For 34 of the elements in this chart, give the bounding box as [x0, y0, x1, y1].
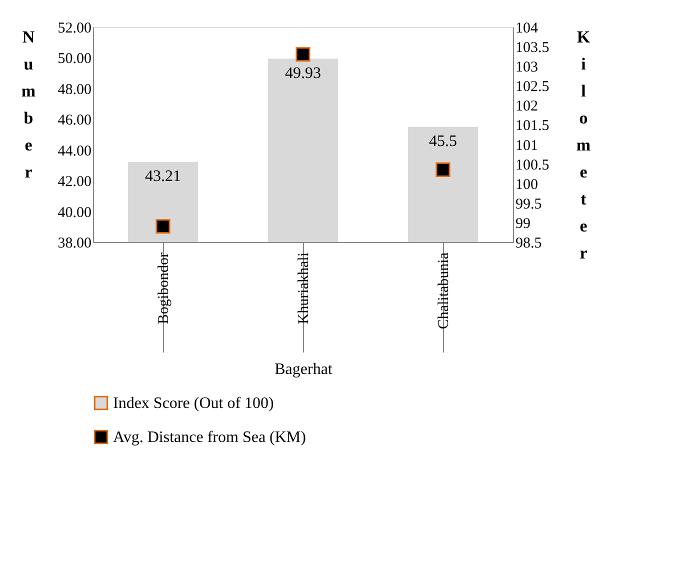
x-tick-label: Khuriakhali	[296, 252, 312, 324]
y2-tick-label: 99	[516, 216, 530, 232]
y-axis-title: Number	[21, 28, 36, 182]
x-axis-title: Bagerhat	[274, 361, 333, 378]
y2-tick-label: 101	[516, 138, 538, 154]
legend-label: Index Score (Out of 100)	[113, 395, 274, 412]
data-label: 49.93	[285, 64, 321, 82]
point	[296, 47, 310, 62]
y2-tick-label: 103.5	[516, 40, 550, 56]
y2-tick-label: 101.5	[516, 118, 550, 134]
x-tick-label: Bogibondor	[156, 252, 172, 324]
y2-tick-label: 100.5	[516, 157, 550, 174]
y2-tick-label: 98.5	[516, 236, 542, 252]
y-tick-label: 52.00	[58, 20, 92, 36]
data-label: 43.21	[145, 168, 181, 185]
y2-tick-label: 99.5	[516, 196, 542, 212]
text: Kilometer	[576, 28, 591, 262]
y2-tick-label: 103	[516, 60, 538, 76]
point	[156, 219, 170, 234]
x-tick-label: Chalitabunia	[436, 252, 452, 330]
y2-tick-label: 102	[516, 98, 538, 115]
data-label: 45.5	[429, 132, 457, 150]
y2-tick-label: 100	[516, 176, 538, 193]
y-tick-label: 40.00	[58, 204, 92, 221]
y-tick-label: 44.00	[58, 143, 92, 160]
y-tick-label: 48.00	[58, 82, 92, 98]
y-tick-label: 42.00	[58, 174, 92, 190]
y2-tick-label: 104	[516, 20, 538, 36]
y-tick-label: 46.00	[58, 112, 92, 129]
legend-label: Avg. Distance from Sea (KM)	[113, 429, 306, 446]
y-tick-label: 38.00	[58, 236, 92, 252]
y2-tick-label: 102.5	[516, 79, 550, 96]
point	[436, 162, 450, 177]
y-tick-label: 50.00	[58, 51, 92, 68]
